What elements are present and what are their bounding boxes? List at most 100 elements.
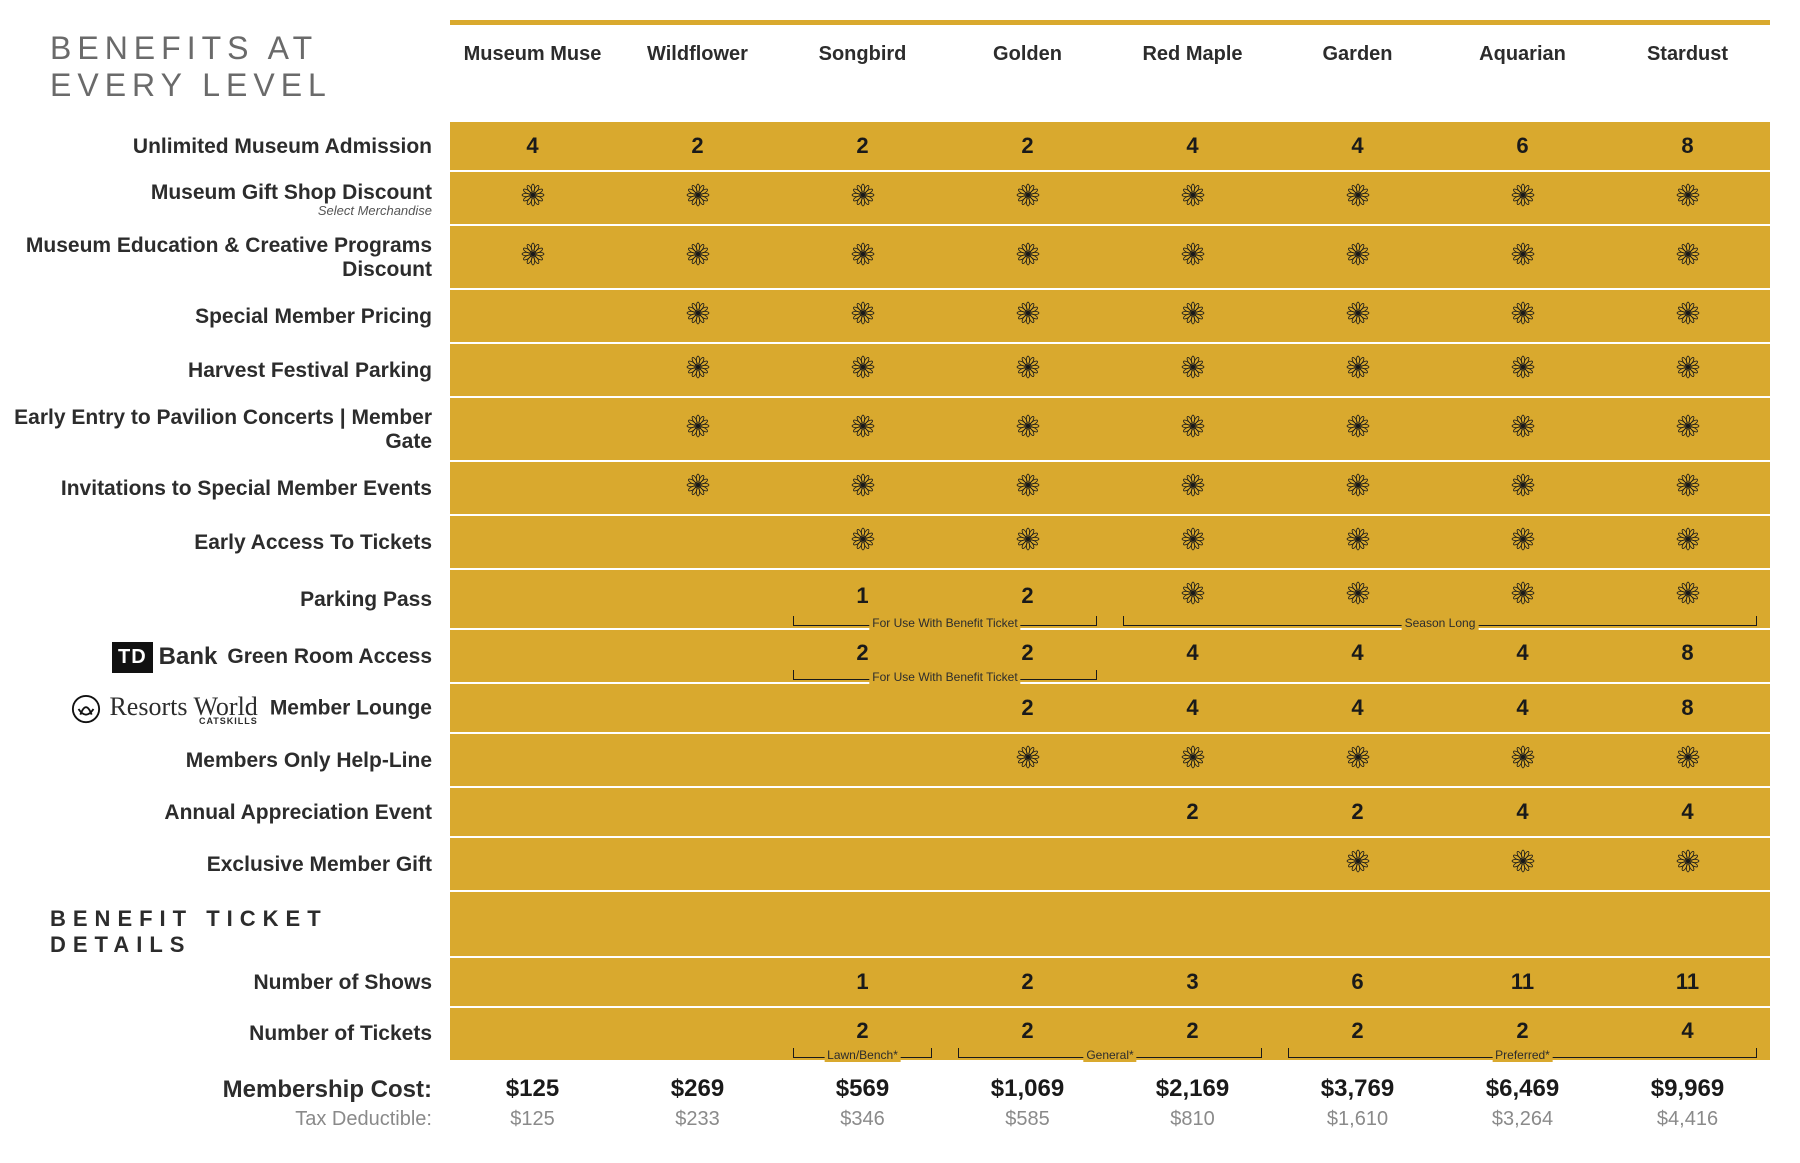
benefit-cell: 2 bbox=[1275, 789, 1440, 835]
benefit-cell bbox=[1275, 231, 1440, 283]
benefit-cell bbox=[945, 854, 1110, 874]
benefit-cell bbox=[945, 172, 1110, 224]
flower-icon bbox=[1015, 472, 1041, 498]
flower-icon bbox=[1345, 300, 1371, 326]
flower-icon bbox=[685, 241, 711, 267]
footer-cell: $269 bbox=[615, 1061, 780, 1105]
flower-icon bbox=[1675, 413, 1701, 439]
benefit-cell bbox=[945, 231, 1110, 283]
benefit-cell bbox=[1275, 462, 1440, 514]
flower-icon bbox=[850, 354, 876, 380]
td-bank-logo: TDBank bbox=[112, 642, 217, 673]
bracket-label: General* bbox=[1083, 1048, 1136, 1062]
benefit-cell: 1 bbox=[780, 959, 945, 1005]
bracket-label: Season Long bbox=[1402, 616, 1479, 630]
flower-icon bbox=[685, 413, 711, 439]
tier-header: Stardust bbox=[1605, 43, 1770, 66]
footer-cell: $125 bbox=[450, 1061, 615, 1105]
benefit-cell: 2 bbox=[945, 573, 1110, 619]
benefit-cell bbox=[1110, 403, 1275, 455]
benefit-cells bbox=[450, 226, 1770, 290]
benefit-cells: 222224Lawn/Bench*General*Preferred* bbox=[450, 1008, 1770, 1060]
footer-cell: $569 bbox=[780, 1061, 945, 1105]
footer-cell: $3,769 bbox=[1275, 1061, 1440, 1105]
benefit-cell: 4 bbox=[1110, 630, 1275, 676]
flower-icon bbox=[685, 472, 711, 498]
footer-cell: $585 bbox=[945, 1106, 1110, 1133]
benefit-cells: 12361111 bbox=[450, 958, 1770, 1008]
tier-header: Wildflower bbox=[615, 43, 780, 66]
benefit-cell bbox=[615, 403, 780, 455]
benefit-label: Early Entry to Pavilion Concerts | Membe… bbox=[10, 398, 450, 462]
benefit-cell: 2 bbox=[615, 123, 780, 169]
benefit-cell bbox=[780, 403, 945, 455]
tier-header: Golden bbox=[945, 43, 1110, 66]
benefit-cell: 4 bbox=[1605, 789, 1770, 835]
flower-icon bbox=[1345, 580, 1371, 606]
flower-icon bbox=[1510, 413, 1536, 439]
membership-cost-label: Membership Cost: bbox=[10, 1060, 450, 1106]
benefit-cell bbox=[1275, 344, 1440, 396]
footer-cell: $6,469 bbox=[1440, 1061, 1605, 1105]
benefit-cell bbox=[450, 532, 615, 552]
benefit-cell bbox=[615, 172, 780, 224]
benefit-cell bbox=[780, 462, 945, 514]
benefit-label: Early Access To Tickets bbox=[10, 516, 450, 570]
benefit-cells bbox=[450, 172, 1770, 226]
flower-icon bbox=[1345, 413, 1371, 439]
benefit-cell bbox=[615, 750, 780, 770]
flower-icon bbox=[1345, 182, 1371, 208]
ticket-section-spacer bbox=[450, 892, 1770, 958]
benefit-cell bbox=[945, 403, 1110, 455]
flower-icon bbox=[1015, 300, 1041, 326]
benefit-cell: 2 bbox=[1110, 789, 1275, 835]
flower-icon bbox=[1510, 848, 1536, 874]
benefit-cell bbox=[1110, 570, 1275, 622]
benefit-label: Members Only Help-Line bbox=[10, 734, 450, 788]
tier-header: Red Maple bbox=[1110, 43, 1275, 66]
benefit-cell bbox=[1110, 854, 1275, 874]
benefit-label: Special Member Pricing bbox=[10, 290, 450, 344]
benefit-cell: 2 bbox=[945, 685, 1110, 731]
benefit-cell bbox=[1275, 570, 1440, 622]
flower-icon bbox=[850, 182, 876, 208]
flower-icon bbox=[1675, 472, 1701, 498]
flower-icon bbox=[1345, 472, 1371, 498]
benefit-cell bbox=[615, 462, 780, 514]
benefit-cell: 4 bbox=[1110, 123, 1275, 169]
benefit-cell bbox=[615, 1021, 780, 1041]
flower-icon bbox=[685, 182, 711, 208]
flower-icon bbox=[1180, 182, 1206, 208]
benefit-cell bbox=[615, 972, 780, 992]
benefit-cells bbox=[450, 838, 1770, 892]
flower-icon bbox=[1180, 526, 1206, 552]
flower-icon bbox=[850, 300, 876, 326]
benefit-cells: 12For Use With Benefit TicketSeason Long bbox=[450, 570, 1770, 630]
flower-icon bbox=[1180, 413, 1206, 439]
footer-cell: $4,416 bbox=[1605, 1106, 1770, 1133]
benefit-cell bbox=[615, 698, 780, 718]
benefit-cell: 8 bbox=[1605, 685, 1770, 731]
flower-icon bbox=[1180, 744, 1206, 770]
benefit-cell bbox=[780, 750, 945, 770]
benefit-cell bbox=[1275, 403, 1440, 455]
benefit-cell bbox=[1110, 462, 1275, 514]
benefit-cell: 6 bbox=[1440, 123, 1605, 169]
benefit-cell bbox=[615, 586, 780, 606]
benefit-cell bbox=[450, 1021, 615, 1041]
flower-icon bbox=[1510, 241, 1536, 267]
footer-cell: $2,169 bbox=[1110, 1061, 1275, 1105]
benefit-cells bbox=[450, 734, 1770, 788]
flower-icon bbox=[1675, 241, 1701, 267]
flower-icon bbox=[1180, 354, 1206, 380]
benefit-cell: 8 bbox=[1605, 123, 1770, 169]
benefit-cell bbox=[1440, 570, 1605, 622]
flower-icon bbox=[1675, 848, 1701, 874]
flower-icon bbox=[1675, 300, 1701, 326]
benefit-cells: 42224468 bbox=[450, 122, 1770, 172]
flower-icon bbox=[1675, 354, 1701, 380]
flower-icon bbox=[850, 526, 876, 552]
benefit-cell bbox=[1605, 172, 1770, 224]
tier-header: Garden bbox=[1275, 43, 1440, 66]
benefit-cell: 4 bbox=[1440, 685, 1605, 731]
